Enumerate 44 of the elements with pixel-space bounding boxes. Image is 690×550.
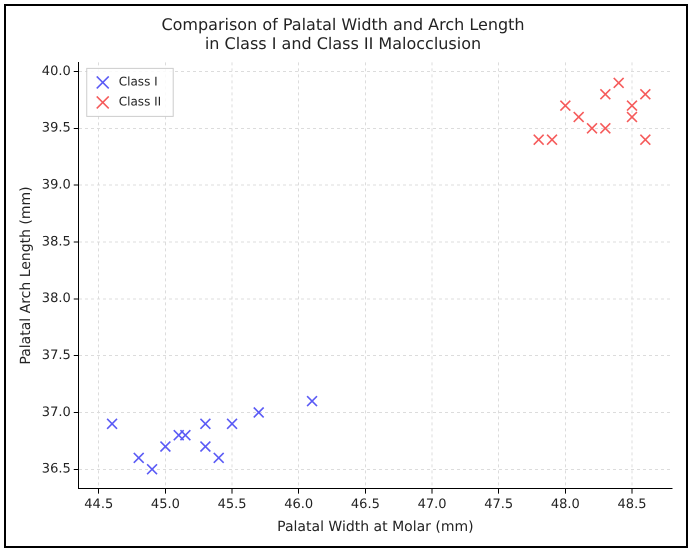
x-tick-label: 47.5 [484,496,514,512]
y-axis-title: Palatal Arch Length (mm) [18,186,34,365]
x-tick-label: 48.5 [618,496,646,512]
x-axis-title: Palatal Width at Molar (mm) [277,519,474,536]
x-tick-label: 45.5 [218,496,247,512]
y-tick-label: 38.0 [42,291,71,306]
point [252,406,264,418]
point [600,88,612,100]
y-tick-label: 37.0 [42,404,71,420]
point [532,134,544,146]
point [612,77,624,89]
point [572,111,584,123]
point [200,418,212,430]
y-tick-label: 39.0 [42,178,71,193]
x-tick-label: 46.0 [284,496,314,512]
y-tick-label: 40.0 [42,64,71,79]
point [586,122,598,134]
point [640,88,652,100]
chart-title: Comparison of Palatal Width and Arch Length in Class I and Class II Malocclusion [161,14,525,53]
y-tick-label: 37.5 [42,348,71,363]
point [226,418,238,430]
point [106,418,118,430]
x-tick-label: 47.0 [418,496,447,512]
point [132,452,144,464]
point [640,134,652,146]
y-tick-label: 38.5 [42,234,71,250]
point [600,122,612,134]
x-tick-label: 45.0 [150,496,180,512]
point [146,464,158,476]
point [212,452,224,464]
point [180,429,192,441]
point [306,395,318,407]
point [546,134,558,146]
x-tick-label: 44.5 [84,496,114,512]
y-tick-label: 36.5 [42,462,71,477]
legend-label: Class I [118,74,158,89]
point [160,440,172,452]
x-tick-label: 48.0 [550,496,580,512]
point [172,429,184,441]
legend-label: Class II [118,94,162,109]
x-tick-label: 46.5 [350,496,380,512]
point [560,100,572,112]
y-tick-label: 39.5 [42,120,71,136]
point [200,440,212,452]
